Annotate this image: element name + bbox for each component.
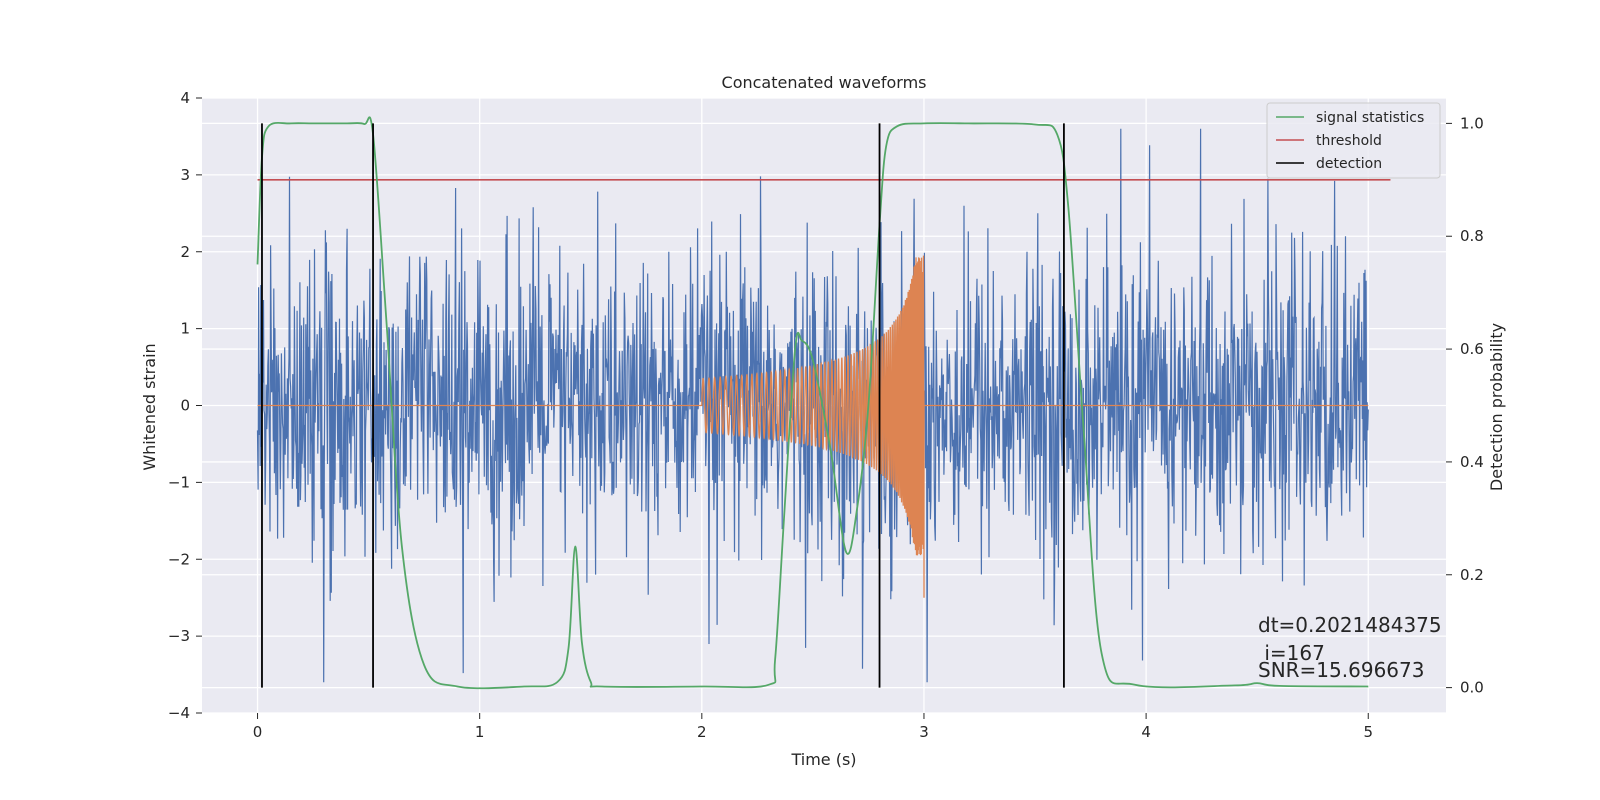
x-tick-label: 2 [697,723,707,741]
series-signal-statistics [256,116,1369,690]
y-tick-label: −4 [168,704,190,722]
y2-tick-label: 1.0 [1460,114,1484,132]
y2-tick-label: 0.8 [1460,227,1484,245]
x-tick-label: 4 [1141,723,1151,741]
annotation-snr: SNR=15.696673 [1258,658,1424,682]
x-tick-label: 1 [475,723,485,741]
legend-box [1266,102,1441,179]
x-tick-label: 3 [919,723,929,741]
y2-tick-label: 0.0 [1460,679,1484,697]
y-tick-label: 4 [180,89,190,107]
x-tick-label: 5 [1363,723,1373,741]
legend-label-threshold: threshold [1316,133,1382,149]
y2-tick-label: 0.4 [1460,453,1484,471]
y-tick-label: −2 [168,550,190,568]
x-tick-label: 0 [253,723,263,741]
annotation-index: i=167 [1258,641,1325,665]
y-axis-label: Whitened strain [140,343,159,470]
series-whitened-strain [256,128,1369,683]
y-tick-label: 2 [180,243,190,261]
y-tick-label: 1 [180,320,190,338]
legend: signal statistics threshold detection [1266,102,1441,179]
legend-label-detection: detection [1316,156,1382,172]
chart-title: Concatenated waveforms [722,73,927,92]
legend-label-signal-statistics: signal statistics [1316,110,1424,126]
series-injected-template [257,255,1369,598]
y-tick-label: 3 [180,166,190,184]
series-layer [256,116,1391,690]
y-tick-label: −3 [168,627,190,645]
annotation-dt: dt=0.2021484375 [1258,613,1442,637]
y-tick-label: −1 [168,473,190,491]
y-tick-label: 0 [180,397,190,415]
y2-tick-label: 0.2 [1460,566,1484,584]
axes-layer: 0 1 2 3 4 5 −4 −3 −2 −1 0 1 2 3 4 0.0 0.2 0.4 0.6 0.8 1.0 [168,89,1484,741]
y2-tick-label: 0.6 [1460,340,1484,358]
x-axis-label: Time (s) [790,750,856,769]
y2-axis-label: Detection probability [1487,323,1506,491]
